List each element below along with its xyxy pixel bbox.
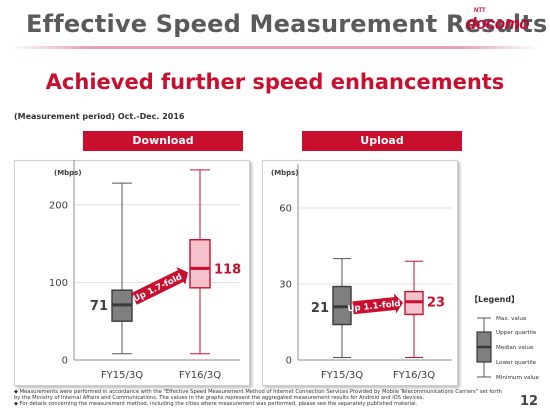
footnote-line: by the Ministry of Internal Affairs and … — [14, 395, 425, 402]
y-tick-label: 30 — [279, 280, 292, 291]
title-divider — [10, 46, 540, 49]
y-tick-label: 0 — [286, 356, 292, 367]
footnote-line: ◆ For details concerning the measurement… — [14, 401, 418, 408]
y-tick-label: 60 — [279, 204, 292, 215]
y-unit-label: (Mbps) — [271, 169, 299, 177]
category-label: FY16/3Q — [393, 370, 435, 381]
legend-title: 【Legend】 — [470, 294, 519, 304]
median-value-label: 23 — [427, 296, 445, 311]
upload-chart-panel — [262, 160, 458, 386]
box-iqr — [189, 239, 211, 289]
fold-annotation: Up 1.7-fold — [132, 272, 184, 304]
y-tick-label: 0 — [62, 356, 68, 367]
category-label: FY16/3Q — [179, 370, 221, 381]
footnote-line: ◆ Measurements were performed in accorda… — [14, 389, 502, 395]
download-banner: Download — [83, 131, 243, 151]
fold-arrow — [352, 293, 403, 315]
legend-item: Lower quartile — [496, 360, 537, 366]
measurement-period: (Measurement period) Oct.-Dec. 2016 — [14, 112, 185, 121]
legend-item: Upper quartile — [496, 330, 537, 336]
upload-banner: Upload — [302, 131, 462, 151]
category-label: FY15/3Q — [101, 370, 143, 381]
page-number: 12 — [520, 394, 539, 409]
logo-ntt-text: NTT — [474, 8, 486, 14]
y-tick-label: 200 — [49, 200, 68, 211]
y-unit-label: (Mbps) — [54, 169, 82, 177]
median-value-label: 21 — [311, 301, 329, 316]
slide-title: Effective Speed Measurement Results — [26, 10, 548, 38]
y-tick-label: 100 — [49, 278, 68, 289]
footnotes: ◆ Measurements were performed in accorda… — [14, 389, 514, 408]
median-value-label: 118 — [214, 262, 241, 277]
docomo-logo: docomo — [466, 14, 530, 33]
category-label: FY15/3Q — [321, 370, 363, 381]
legend-item: Median value — [496, 345, 534, 351]
legend-item: Max. value — [496, 316, 527, 322]
fold-arrow — [131, 266, 188, 305]
median-value-label: 71 — [90, 299, 108, 314]
legend-item: Minimum value — [496, 375, 540, 381]
headline: Achieved further speed enhancements — [45, 70, 505, 94]
